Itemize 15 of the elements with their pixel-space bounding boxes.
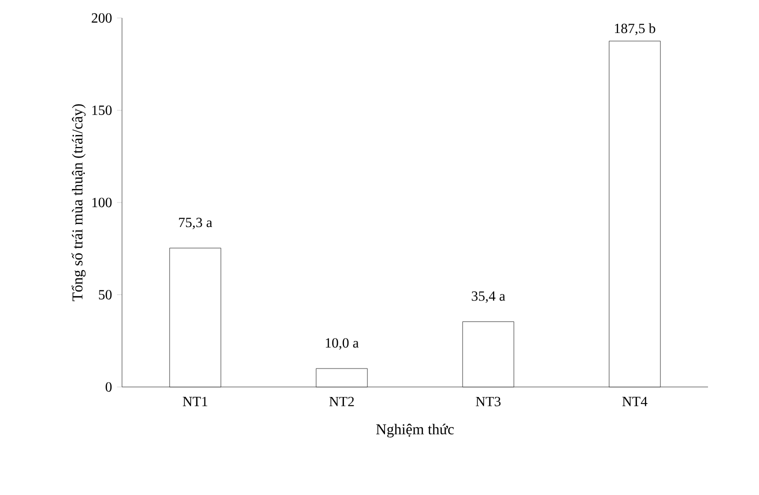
data-label: 10,0 a — [326, 338, 359, 350]
y-tick-label: 150 — [92, 106, 112, 115]
x-tick-label: NT4 — [622, 396, 648, 406]
data-label: 35,4 a — [472, 291, 506, 303]
x-axis-title: Nghiệm thức — [376, 424, 454, 438]
y-tick-label: 50 — [98, 290, 112, 300]
x-tick-label: NT1 — [182, 396, 208, 406]
data-label: 187,5 b — [614, 23, 656, 36]
y-tick-label: 200 — [92, 13, 112, 23]
data-label: 75,3 a — [179, 218, 212, 230]
y-tick-label: 0 — [106, 382, 112, 392]
y-axis-title: Tổng số trái mùa thuận (trái/cây) — [72, 104, 86, 302]
x-tick-label: NT3 — [476, 396, 501, 406]
y-tick-label: 100 — [92, 198, 112, 208]
x-tick-label: NT2 — [329, 396, 354, 406]
